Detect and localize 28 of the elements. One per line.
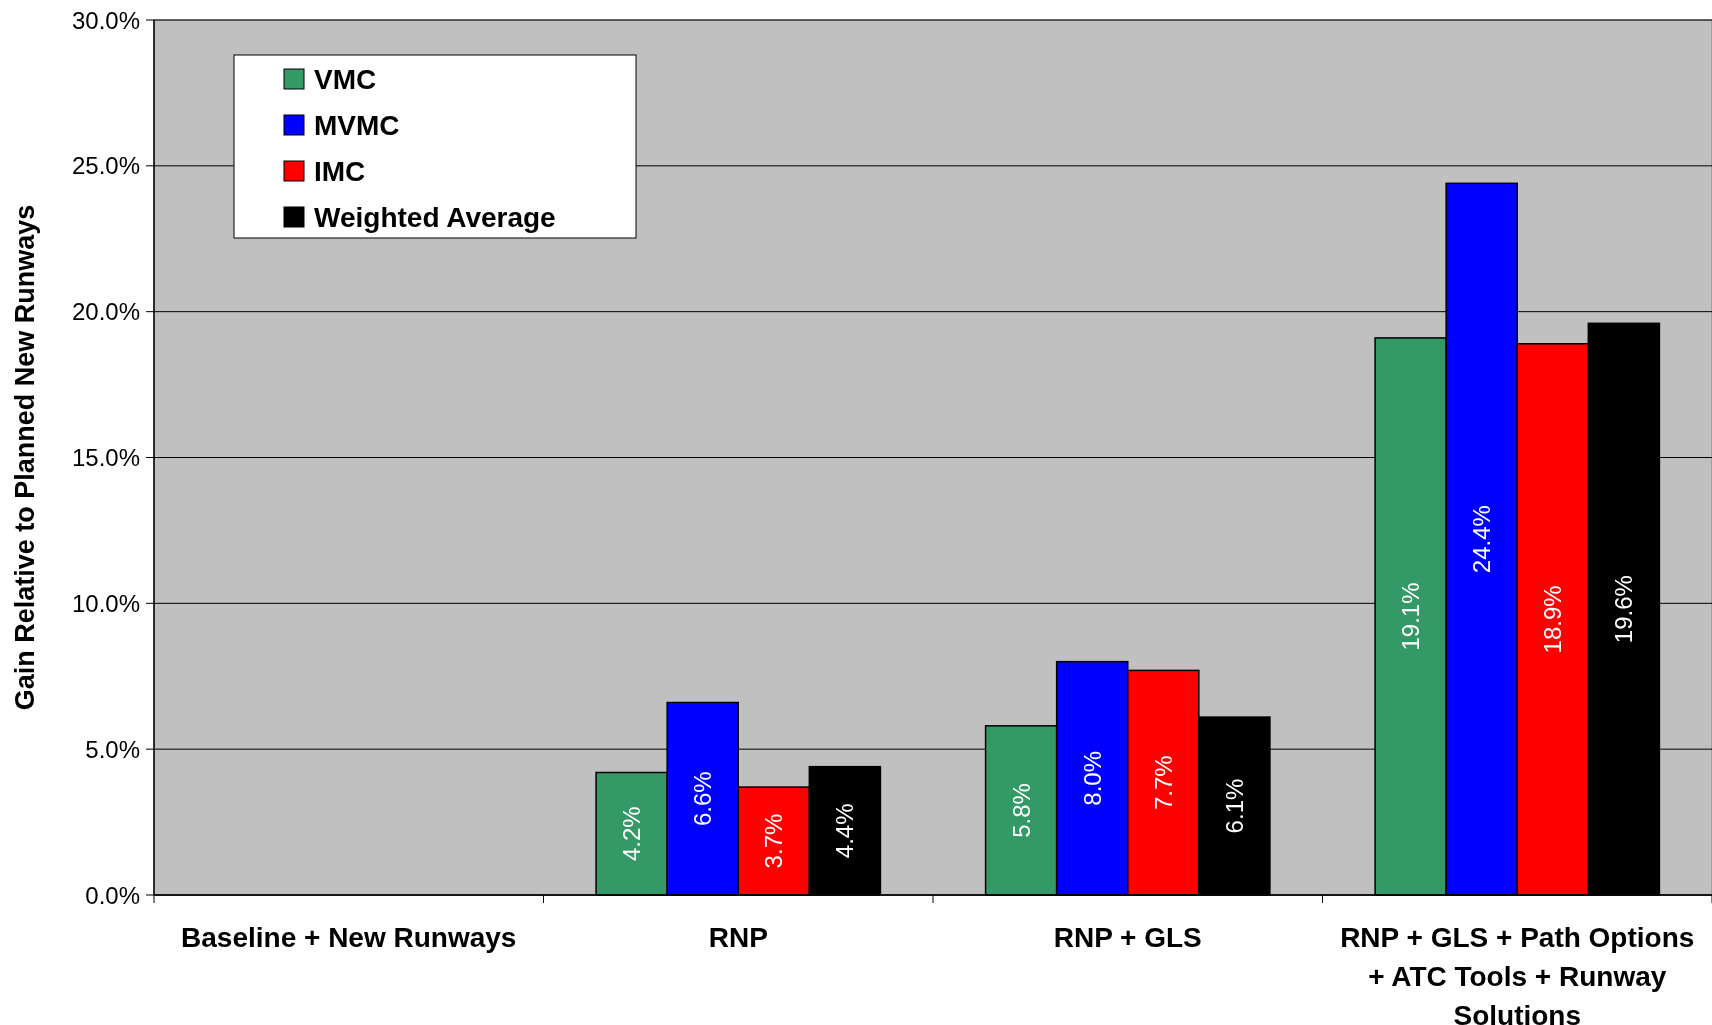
legend-label: Weighted Average: [314, 201, 556, 233]
data-label: 19.6%: [1610, 575, 1638, 644]
y-tick-label: 20.0%: [71, 298, 140, 326]
data-label: 4.2%: [618, 806, 646, 862]
y-tick-label: 5.0%: [85, 735, 140, 763]
data-label: 7.7%: [1149, 755, 1177, 811]
legend-label: MVMC: [314, 109, 400, 141]
data-label: 6.1%: [1220, 778, 1248, 834]
y-axis-title: Gain Relative to Planned New Runways: [10, 204, 40, 711]
x-tick-label: RNP + GLS: [1053, 922, 1202, 953]
data-label: 8.0%: [1078, 750, 1106, 806]
x-tick-label: RNP: [708, 922, 768, 953]
y-tick-label: 10.0%: [71, 589, 140, 617]
legend-label: IMC: [314, 155, 366, 187]
data-label: 18.9%: [1539, 585, 1567, 654]
data-label: 4.4%: [831, 803, 859, 859]
data-label: 3.7%: [760, 813, 788, 869]
data-label: 6.6%: [689, 771, 717, 827]
data-label: 24.4%: [1468, 505, 1496, 574]
x-tick-label: Baseline + New Runways: [181, 922, 517, 953]
x-tick-label: RNP + GLS + Path Options + ATC Tools + Runway Solutions: [1340, 922, 1695, 1025]
y-tick-label: 30.0%: [71, 6, 140, 34]
legend-label: VMC: [314, 63, 377, 95]
data-label: 19.1%: [1397, 582, 1425, 651]
y-tick-label: 0.0%: [85, 881, 140, 909]
y-tick-label: 25.0%: [71, 152, 140, 180]
y-tick-label: 15.0%: [71, 444, 140, 471]
data-label: 5.8%: [1007, 783, 1035, 838]
